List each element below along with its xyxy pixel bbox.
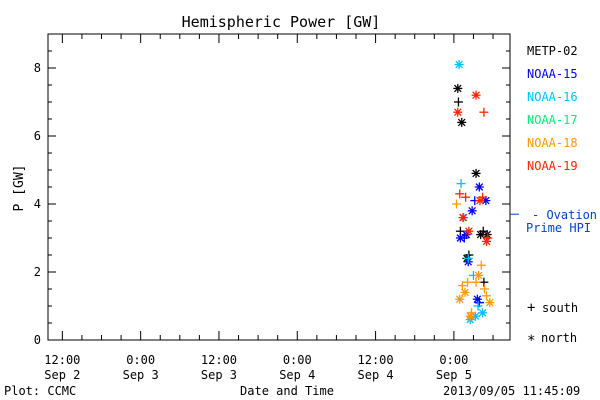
x-tick-label: 12:00 — [44, 353, 80, 367]
y-tick-label: 0 — [34, 333, 41, 347]
marker-legend-south-label: south — [542, 301, 578, 315]
data-point-noaa-19 — [483, 233, 493, 243]
x-tick-label: 12:00 — [358, 353, 394, 367]
x-tick-label: 12:00 — [201, 353, 237, 367]
data-point-noaa-19 — [455, 189, 465, 199]
y-tick-label: 2 — [34, 265, 41, 279]
y-tick-label: 4 — [34, 197, 41, 211]
ovation-label-line2: Prime HPI — [526, 221, 591, 235]
data-point-noaa-19 — [478, 192, 488, 202]
data-point-metp-02 — [479, 277, 489, 287]
plot-frame — [47, 33, 511, 341]
marker-legend-north-label: north — [541, 331, 577, 345]
data-point-noaa-16 — [478, 308, 488, 318]
data-point-noaa-15 — [467, 206, 477, 216]
data-point-metp-02 — [471, 168, 481, 178]
y-tick-label: 6 — [34, 129, 41, 143]
y-axis-label: P [GW] — [12, 165, 27, 212]
legend-entry: NOAA-16 — [527, 90, 578, 104]
legend-entry: NOAA-17 — [527, 113, 578, 127]
data-point-noaa-16 — [463, 253, 473, 263]
legend-entry: NOAA-19 — [527, 159, 578, 173]
plot-timestamp: 2013/09/05 11:45:09 — [443, 384, 580, 398]
ovation-legend: - Ovation Prime HPI — [510, 208, 597, 235]
data-point-noaa-16 — [454, 60, 464, 70]
x-tick-date-label: Sep 3 — [201, 368, 237, 382]
data-point-noaa-19 — [464, 226, 474, 236]
data-point-noaa-18 — [474, 270, 484, 280]
ovation-label: - Ovation — [532, 208, 597, 222]
data-point-noaa-18 — [485, 298, 495, 308]
data-point-noaa-18 — [476, 260, 486, 270]
data-point-noaa-19 — [471, 90, 481, 100]
data-point-noaa-19 — [461, 192, 471, 202]
legend-entry: NOAA-15 — [527, 67, 578, 81]
x-axis-label: Date and Time — [240, 384, 334, 398]
data-point-noaa-19 — [482, 236, 492, 246]
data-point-noaa-16 — [456, 179, 466, 189]
marker-legend-north-symbol: * — [527, 333, 535, 349]
data-point-noaa-18 — [465, 311, 475, 321]
x-tick-label: 0:00 — [126, 353, 155, 367]
data-point-metp-02 — [457, 117, 467, 127]
data-point-noaa-18 — [455, 294, 465, 304]
x-tick-date-label: Sep 5 — [436, 368, 472, 382]
x-tick-label: 0:00 — [439, 353, 468, 367]
x-tick-date-label: Sep 3 — [123, 368, 159, 382]
data-point-noaa-18 — [451, 199, 461, 209]
data-point-noaa-18 — [463, 277, 473, 287]
data-points — [451, 60, 495, 325]
data-point-noaa-18 — [457, 281, 467, 291]
x-tick-date-label: Sep 2 — [44, 368, 80, 382]
data-point-noaa-18 — [482, 291, 492, 301]
marker-legend: + south * north — [527, 300, 578, 349]
data-point-metp-02 — [453, 97, 463, 107]
data-point-noaa-18 — [471, 277, 481, 287]
plot-credit: Plot: CCMC — [4, 384, 76, 398]
x-tick-date-label: Sep 4 — [279, 368, 315, 382]
x-tick-label: 0:00 — [283, 353, 312, 367]
x-tick-date-label: Sep 4 — [358, 368, 394, 382]
legend-entry: METP-02 — [527, 44, 578, 58]
marker-legend-south-symbol: + — [527, 300, 535, 316]
chart-title: Hemispheric Power [GW] — [182, 13, 381, 31]
data-point-noaa-18 — [480, 284, 490, 294]
data-point-noaa-19 — [458, 213, 468, 223]
legend-entry: NOAA-18 — [527, 136, 578, 150]
data-point-noaa-19 — [453, 107, 463, 117]
y-tick-label: 8 — [34, 61, 41, 75]
series-legend: METP-02 NOAA-15 NOAA-16 NOAA-17 NOAA-18 NOAA-… — [527, 44, 578, 173]
y-axis: 0 2 4 6 8 — [34, 33, 510, 347]
data-point-noaa-18 — [460, 287, 470, 297]
data-point-metp-02 — [453, 83, 463, 93]
data-point-noaa-19 — [479, 107, 489, 117]
data-point-noaa-16 — [473, 301, 483, 311]
data-point-noaa-15 — [474, 182, 484, 192]
